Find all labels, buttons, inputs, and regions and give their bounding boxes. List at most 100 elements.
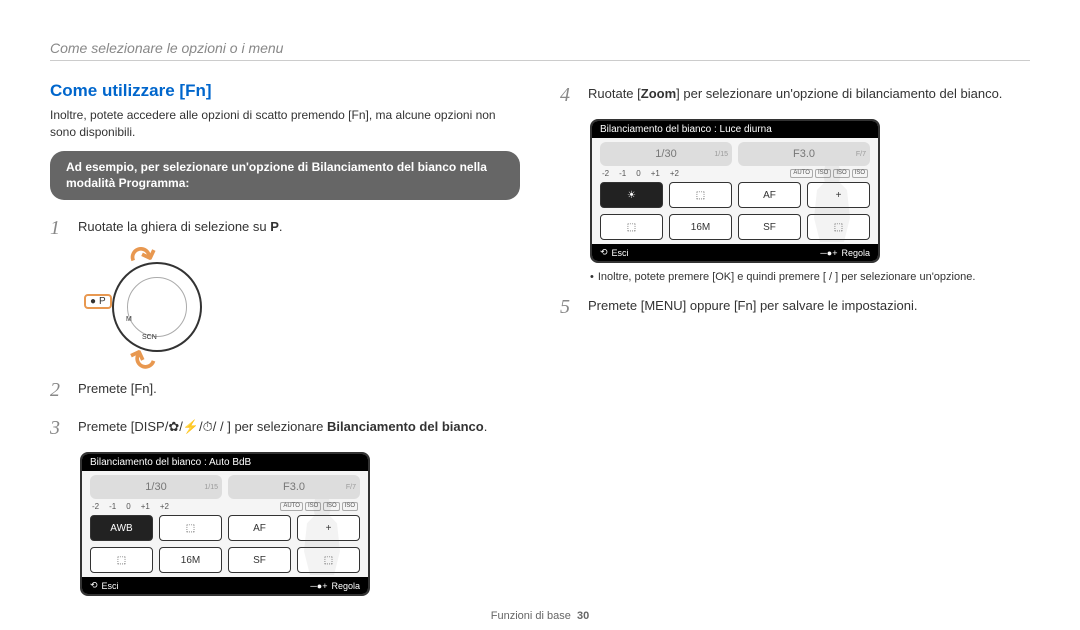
aperture-value: F3.0 xyxy=(283,481,305,493)
footer-right-text: Regola xyxy=(841,248,870,258)
step-num: 3 xyxy=(50,414,66,442)
footer-section: Funzioni di base xyxy=(491,610,571,622)
scale-val: +2 xyxy=(160,502,169,511)
shutter-small: 1/15 xyxy=(204,484,218,491)
camera-display-1: Bilanciamento del bianco : Auto BdB 1/30… xyxy=(80,452,370,596)
left-column: Come utilizzare [Fn] Inoltre, potete acc… xyxy=(50,81,520,596)
step-3: 3 Premete [DISP/✿/⚡/⏱/ / ] per seleziona… xyxy=(50,414,520,442)
iso-badge: AUTO xyxy=(790,169,813,178)
note-content: Inoltre, potete premere [OK] e quindi pr… xyxy=(598,271,976,283)
sf-icon: SF xyxy=(228,547,291,573)
display-top-row: 1/30 1/15 F3.0F/7 xyxy=(600,142,870,166)
size-icon: 16M xyxy=(669,214,732,240)
adjust-label: ─●+ Regola xyxy=(820,247,870,258)
sf-icon: SF xyxy=(738,214,801,240)
scale-val: -1 xyxy=(619,169,626,178)
iso-badge: ISO xyxy=(342,502,358,511)
text-part: Ruotate [ xyxy=(588,86,641,101)
flash-icon: /⚡/ xyxy=(179,419,202,434)
step-num: 5 xyxy=(560,293,576,321)
text-part: . xyxy=(279,219,283,234)
camera-display-2: Bilanciamento del bianco : Luce diurna 1… xyxy=(590,119,880,263)
af-icon: AF xyxy=(738,182,801,208)
note-text: • Inoltre, potete premere [OK] e quindi … xyxy=(590,271,1030,283)
footer-right-text: Regola xyxy=(331,581,360,591)
shutter-value: 1/30 xyxy=(655,148,676,160)
step-1: 1 Ruotate la ghiera di selezione su P. xyxy=(50,214,520,242)
p-mode-indicator: ● P xyxy=(84,294,112,309)
divider xyxy=(50,60,1030,61)
scale-val: 0 xyxy=(636,169,640,178)
step-text: Premete [Fn]. xyxy=(78,376,157,398)
step-num: 1 xyxy=(50,214,66,242)
section-title: Come utilizzare [Fn] xyxy=(50,81,520,101)
example-box: Ad esempio, per selezionare un'opzione d… xyxy=(50,151,520,201)
step-num: 2 xyxy=(50,376,66,404)
grid-icon: ⬚ xyxy=(600,214,663,240)
mode-p-icon: P xyxy=(270,219,279,234)
display-body: 1/301/15 F3.0F/7 -2 -1 0 +1 +2 AUTO ISO … xyxy=(82,471,368,577)
aperture-small: F/7 xyxy=(346,484,356,491)
bold-text: Bilanciamento del bianco xyxy=(327,419,484,434)
grid-icon: ⬚ xyxy=(669,182,732,208)
bullet-icon: • xyxy=(590,271,594,283)
grid-icon: ⬚ xyxy=(90,547,153,573)
text-part: Ruotate la ghiera di selezione su xyxy=(78,219,270,234)
content-columns: Come utilizzare [Fn] Inoltre, potete acc… xyxy=(50,81,1030,596)
iso-badge: ISO xyxy=(852,169,868,178)
step-2: 2 Premete [Fn]. xyxy=(50,376,520,404)
text-part: / / ] per selezionare xyxy=(213,419,327,434)
scale-val: +1 xyxy=(651,169,660,178)
scale-val: -2 xyxy=(602,169,609,178)
timer-icon: ⏱ xyxy=(203,419,213,434)
scale-val: +1 xyxy=(141,502,150,511)
text-part: . xyxy=(484,419,488,434)
dot-icon: ● xyxy=(90,296,96,307)
mode-dial-inner xyxy=(127,277,187,337)
scale-val: -1 xyxy=(109,502,116,511)
grid-icon: ⬚ xyxy=(159,515,222,541)
step-text: Ruotate la ghiera di selezione su P. xyxy=(78,214,283,236)
step-num: 4 xyxy=(560,81,576,109)
display-header: Bilanciamento del bianco : Auto BdB xyxy=(82,454,368,471)
display-body: 1/301/15 F3.0F/7 -2 -1 0 +1 +2 AUTO ISO … xyxy=(592,138,878,244)
shutter-panel: 1/30 1/15 xyxy=(90,475,222,499)
dial-m-label: M xyxy=(126,316,132,323)
aperture-small: F/7 xyxy=(856,151,866,158)
aperture-panel: F3.0 F/7 xyxy=(228,475,360,499)
scale-val: 0 xyxy=(126,502,130,511)
shutter-small: 1/15 xyxy=(714,151,728,158)
mode-dial-figure: ↷ M SCN ● P ↷ xyxy=(90,252,230,362)
right-column: 4 Ruotate [Zoom] per selezionare un'opzi… xyxy=(560,81,1030,596)
footer-left-text: Esci xyxy=(102,581,119,591)
scale-val: +2 xyxy=(670,169,679,178)
p-label: P xyxy=(99,296,106,307)
page-footer: Funzioni di base 30 xyxy=(0,610,1080,622)
daylight-icon: ☀ xyxy=(600,182,663,208)
scale-val: -2 xyxy=(92,502,99,511)
step-text: Ruotate [Zoom] per selezionare un'opzion… xyxy=(588,81,1002,103)
display-footer: ⟲ Esci ─●+ Regola xyxy=(592,244,878,261)
adjust-label: ─●+ Regola xyxy=(310,580,360,591)
breadcrumb: Come selezionare le opzioni o i menu xyxy=(50,40,1030,56)
back-label: ⟲ Esci xyxy=(90,580,119,591)
aperture-panel: F3.0F/7 xyxy=(738,142,870,166)
af-icon: AF xyxy=(228,515,291,541)
footer-page-number: 30 xyxy=(577,610,589,622)
text-part: Premete [DISP/ xyxy=(78,419,168,434)
flower-icon: ✿ xyxy=(168,419,179,434)
display-header: Bilanciamento del bianco : Luce diurna xyxy=(592,121,878,138)
step-4: 4 Ruotate [Zoom] per selezionare un'opzi… xyxy=(560,81,1030,109)
mode-dial: M SCN xyxy=(112,262,202,352)
text-part: ] per selezionare un'opzione di bilancia… xyxy=(676,86,1002,101)
step-text: Premete [DISP/✿/⚡/⏱/ / ] per selezionare… xyxy=(78,414,487,436)
iso-badge: AUTO xyxy=(280,502,303,511)
step-text: Premete [MENU] oppure [Fn] per salvare l… xyxy=(588,293,917,315)
shutter-panel: 1/30 1/15 xyxy=(600,142,732,166)
back-label: ⟲ Esci xyxy=(600,247,629,258)
footer-left-text: Esci xyxy=(612,248,629,258)
step-5: 5 Premete [MENU] oppure [Fn] per salvare… xyxy=(560,293,1030,321)
awb-icon: AWB xyxy=(90,515,153,541)
shutter-value: 1/30 xyxy=(145,481,166,493)
bold-text: Zoom xyxy=(641,86,676,101)
